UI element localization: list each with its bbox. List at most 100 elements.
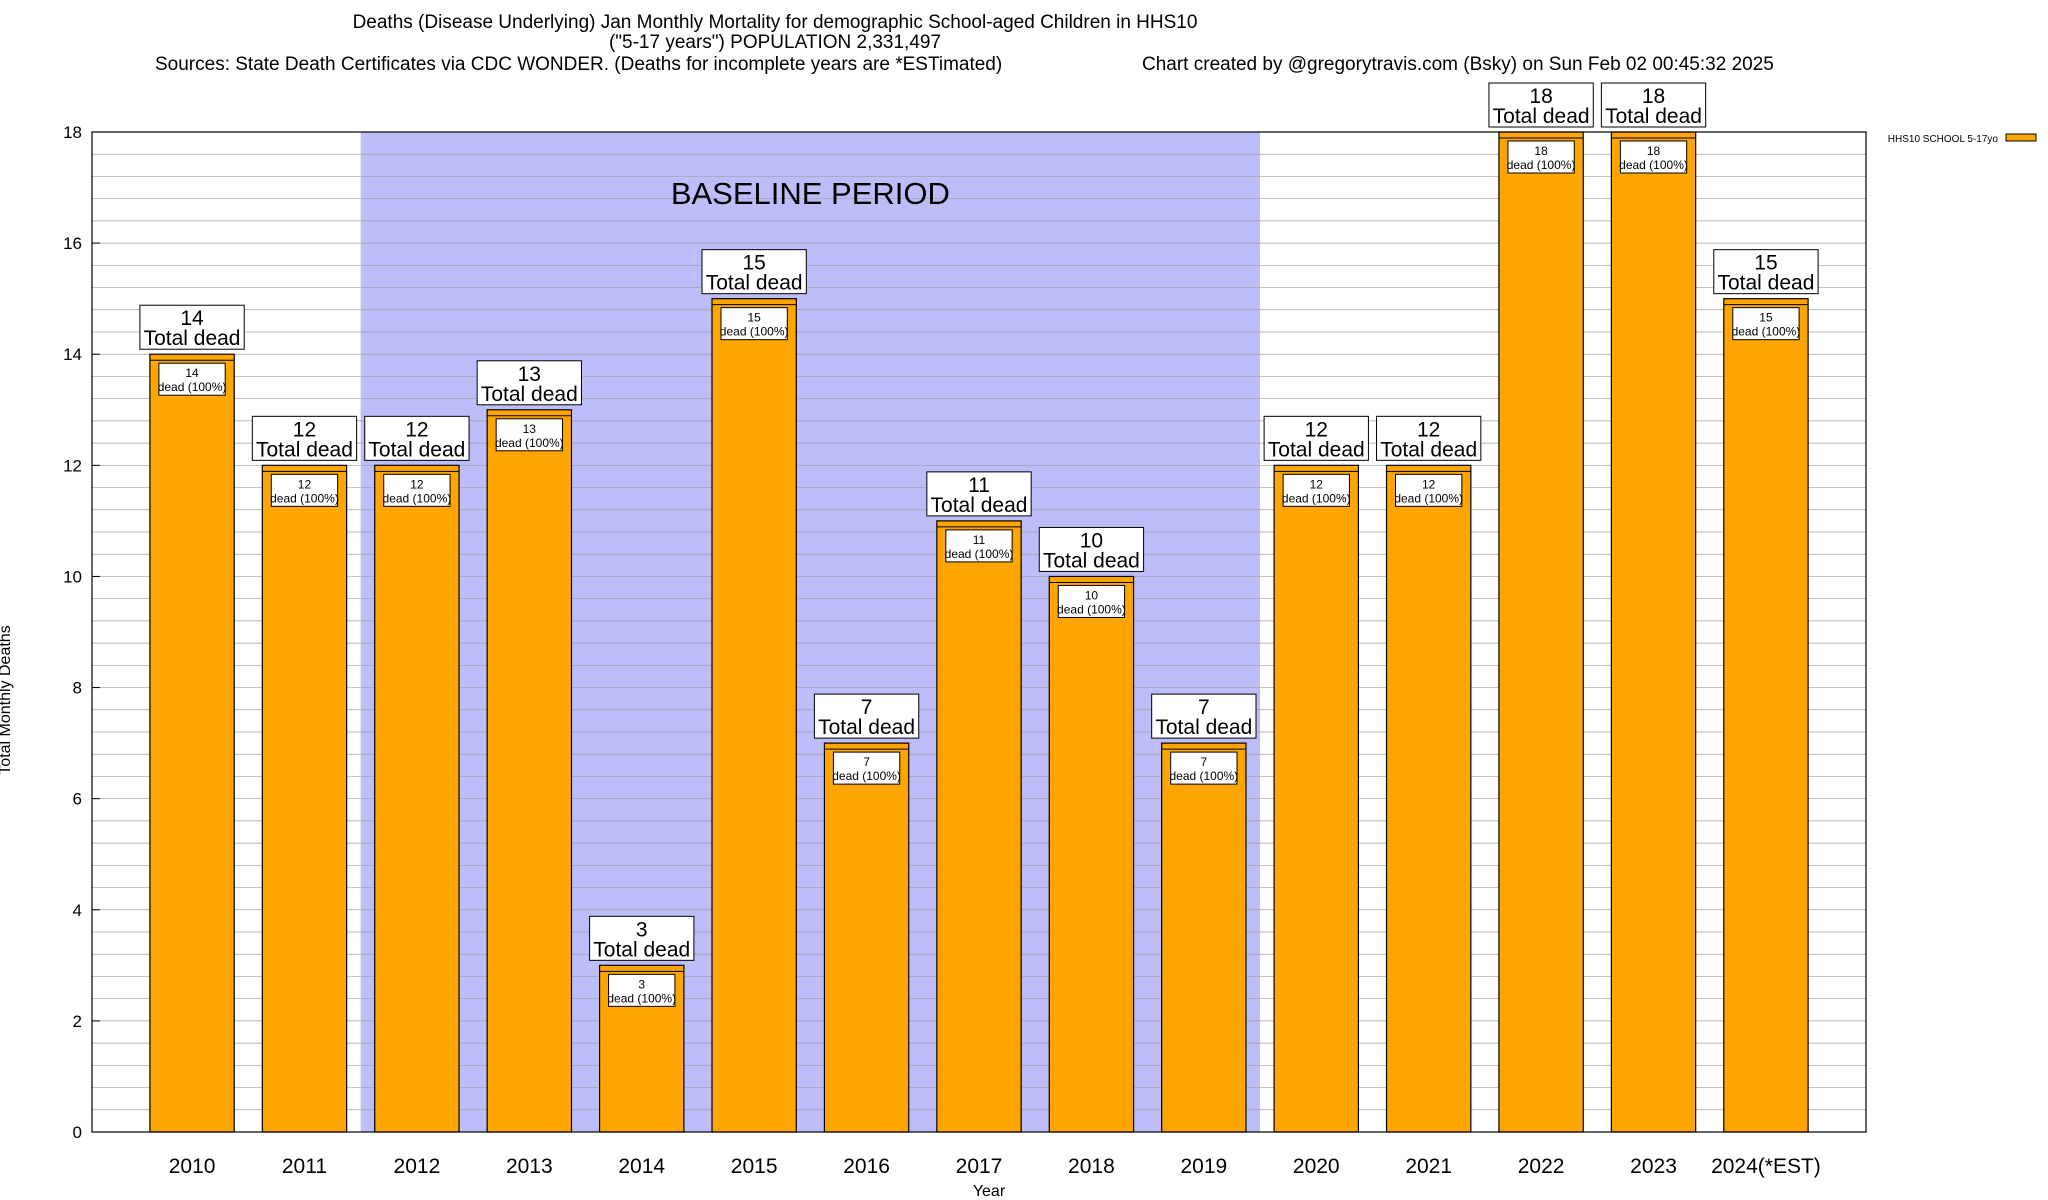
data-label-text: Total dead — [1155, 716, 1252, 739]
data-label-text: Total dead — [1268, 438, 1365, 461]
inner-label-count: 3 — [638, 977, 645, 991]
bar — [711, 298, 797, 1133]
data-label-text: Total dead — [593, 938, 690, 961]
top-label-box — [1488, 82, 1594, 128]
x-tick-label: 2010 — [169, 1155, 216, 1178]
inner-label-percent: dead (100%) — [270, 491, 339, 505]
chart-title-line-1: Deaths (Disease Underlying) Jan Monthly … — [352, 12, 1198, 33]
inner-label-box — [1619, 140, 1688, 174]
inner-label-count: 12 — [1422, 477, 1436, 491]
inner-label-box — [158, 362, 226, 396]
inner-label-percent: dead (100%) — [607, 991, 676, 1005]
legend: HHS10 SCHOOL 5-17yo — [1888, 133, 2037, 145]
y-axis-label: Total Monthly Deaths — [0, 625, 14, 775]
data-label-value: 12 — [1417, 418, 1440, 441]
inner-label-box — [1282, 473, 1350, 507]
top-label-box — [701, 249, 807, 295]
data-label-text: Total dead — [1380, 438, 1477, 461]
plot-border — [91, 131, 1867, 1133]
data-label-value: 13 — [518, 363, 541, 386]
inner-label-percent: dead (100%) — [945, 547, 1014, 561]
chart-credit: Chart created by @gregorytravis.com (Bsk… — [1142, 54, 1774, 75]
legend-swatch — [2005, 133, 2037, 142]
data-label-value: 18 — [1642, 85, 1665, 108]
x-tick-label: 2023 — [1630, 1155, 1677, 1178]
inner-label-box — [1395, 473, 1463, 507]
data-label-text: Total dead — [1605, 105, 1702, 128]
y-tick-label: 6 — [73, 790, 82, 809]
top-label-box — [476, 360, 582, 406]
x-tick-label: 2018 — [1068, 1155, 1115, 1178]
x-tick-label: 2014 — [618, 1155, 665, 1178]
legend-label: HHS10 SCHOOL 5-17yo — [1888, 134, 1999, 145]
data-label-value: 11 — [968, 474, 990, 497]
inner-label-count: 14 — [185, 366, 199, 380]
bar — [1048, 575, 1135, 1133]
data-label-value: 15 — [1754, 252, 1777, 275]
inner-label-count: 7 — [1200, 755, 1207, 769]
x-tick-label: 2011 — [282, 1155, 327, 1178]
inner-label-count: 15 — [1759, 311, 1773, 325]
data-label-text: Total dead — [368, 438, 465, 461]
top-label-box — [364, 415, 470, 461]
bar — [1385, 464, 1472, 1133]
data-label-text: Total dead — [1043, 549, 1140, 572]
inner-label-count: 12 — [298, 477, 312, 491]
inner-label-count: 11 — [973, 533, 986, 547]
top-label-box — [1151, 693, 1257, 739]
bar — [936, 520, 1022, 1133]
top-label-box — [813, 693, 920, 739]
inner-label-count: 7 — [863, 755, 870, 769]
inner-label-percent: dead (100%) — [1507, 158, 1576, 172]
inner-label-count: 18 — [1534, 144, 1548, 158]
bar — [823, 742, 910, 1133]
inner-label-box — [945, 529, 1013, 563]
inner-label-count: 12 — [410, 477, 424, 491]
inner-label-percent: dead (100%) — [1057, 602, 1126, 616]
bar — [1610, 131, 1697, 1133]
inner-label-box — [270, 473, 339, 507]
y-tick-label: 0 — [73, 1123, 82, 1142]
y-tick-label: 2 — [73, 1012, 82, 1031]
y-tick-label: 14 — [63, 345, 82, 364]
bar — [1498, 131, 1584, 1133]
inner-label-count: 18 — [1647, 144, 1661, 158]
inner-label-percent: dead (100%) — [1282, 491, 1351, 505]
inner-label-count: 12 — [1310, 477, 1324, 491]
data-label-text: Total dead — [931, 494, 1028, 517]
chart-sources: Sources: State Death Certificates via CD… — [155, 54, 1003, 75]
inner-label-box — [608, 973, 676, 1007]
inner-label-percent: dead (100%) — [1732, 325, 1801, 339]
data-label-text: Total dead — [818, 716, 915, 739]
bar — [1273, 464, 1360, 1133]
x-tick-label: 2015 — [731, 1155, 778, 1178]
top-label-box — [1376, 415, 1482, 461]
chart-title-line-2: ("5-17 years") POPULATION 2,331,497 — [608, 32, 942, 53]
inner-label-percent: dead (100%) — [832, 769, 901, 783]
y-tick-label: 10 — [63, 567, 82, 586]
inner-label-box — [832, 751, 901, 785]
top-label-box — [251, 415, 358, 461]
data-label-text: Total dead — [706, 272, 803, 295]
x-tick-label: 2024(*EST) — [1711, 1155, 1821, 1178]
inner-label-percent: dead (100%) — [720, 325, 789, 339]
data-label-value: 3 — [636, 918, 648, 941]
data-label-value: 10 — [1080, 529, 1103, 552]
x-tick-label: 2022 — [1518, 1155, 1565, 1178]
inner-label-box — [495, 418, 563, 452]
data-label-text: Total dead — [1717, 272, 1814, 295]
top-label-box — [1600, 82, 1707, 128]
inner-label-percent: dead (100%) — [1394, 491, 1463, 505]
data-label-value: 18 — [1529, 85, 1552, 108]
data-label-value: 7 — [861, 696, 873, 719]
bar — [149, 353, 235, 1133]
y-tick-label: 8 — [73, 679, 82, 698]
baseline-period-label: BASELINE PERIOD — [671, 176, 950, 211]
x-tick-label: 2019 — [1180, 1155, 1227, 1178]
inner-label-percent: dead (100%) — [495, 436, 564, 450]
inner-label-box — [1057, 584, 1126, 618]
inner-label-box — [720, 307, 788, 341]
top-label-box — [926, 471, 1032, 517]
inner-label-percent: dead (100%) — [158, 380, 227, 394]
inner-label-box — [383, 473, 451, 507]
